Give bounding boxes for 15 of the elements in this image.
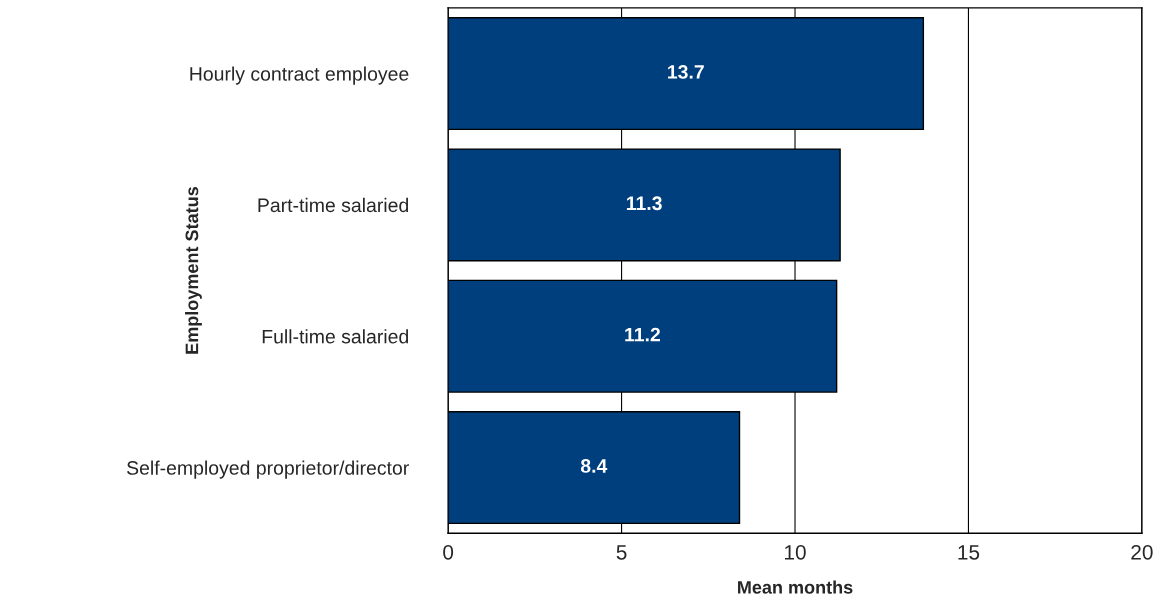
x-tick-label: 15 [958,545,980,560]
x-axis-title: Mean months [738,580,853,594]
y-tick-label: Part-time salaried [258,197,409,213]
x-tick-label: 5 [616,545,627,560]
x-tick-label: 20 [1131,544,1153,560]
y-tick-label: Hourly contract employee [190,66,409,85]
data-label: 8.4 [580,459,608,473]
data-label: 11.3 [626,196,662,211]
data-label: 11.2 [625,327,660,342]
x-tick-label: 10 [785,544,806,560]
data-label: 13.7 [668,65,704,79]
y-axis-title: Employment Status [185,187,202,354]
y-tick-label: Self-employed proprietor/director [127,460,409,479]
y-tick-label: Full-time salaried [262,329,409,344]
x-tick-label: 0 [443,544,454,560]
